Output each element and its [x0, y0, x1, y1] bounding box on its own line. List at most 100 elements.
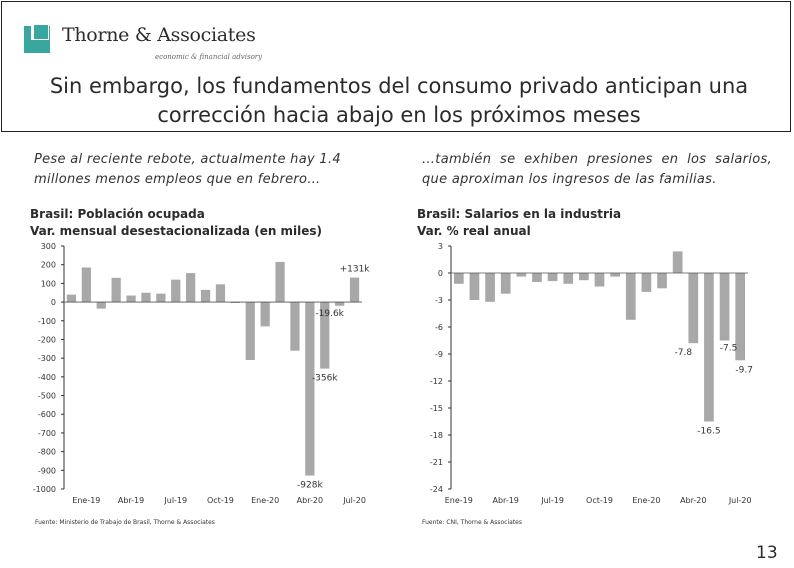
right-bar-jun-20: [719, 273, 730, 341]
left-chart-title-line2: Var. mensual desestacionalizada (en mile…: [30, 224, 323, 238]
left-data-label: -19.6k: [315, 309, 344, 319]
right-x-tick-label: Abr-19: [493, 496, 519, 505]
left-bar-ene-20: [260, 302, 270, 327]
left-bar-dic-18: [66, 294, 77, 303]
right-y-tick-label: -21: [430, 458, 443, 467]
right-chart-title: Brasil: Salarios en la industria Var. % …: [417, 206, 621, 240]
right-x-tick-label: Jul-20: [728, 496, 752, 505]
right-bar-ene-20: [641, 273, 652, 292]
left-y-tick-label: -400: [38, 373, 56, 382]
left-bar-oct-19: [215, 284, 226, 303]
left-y-tick-label: -300: [38, 354, 56, 363]
right-bar-may-20: [704, 273, 714, 422]
right-y-tick-label: -9: [435, 350, 443, 359]
left-y-tick-label: 0: [51, 298, 56, 307]
right-x-tick-label: Ene-20: [632, 496, 660, 505]
left-y-tick-label: -900: [38, 466, 56, 475]
left-x-tick-label: Oct-19: [207, 496, 234, 505]
left-bar-ene-19: [81, 267, 91, 303]
right-chart-title-line1: Brasil: Salarios en la industria: [417, 207, 622, 221]
right-data-label: -16.5: [697, 427, 720, 437]
left-y-tick-label: 300: [41, 242, 56, 251]
right-bar-jun-19: [532, 273, 542, 282]
left-bar-abr-19: [126, 295, 136, 303]
left-y-tick-label: -1000: [33, 485, 56, 494]
left-bar-nov-19: [230, 302, 240, 304]
page-title-line1: Sin embargo, los fundamentos del consumo…: [49, 74, 749, 98]
left-bar-feb-19: [96, 302, 106, 309]
left-bar-dic-19: [245, 302, 255, 361]
left-x-tick-label: Ene-19: [72, 496, 100, 505]
left-y-tick-label: -600: [38, 410, 56, 419]
right-bar-jul-20: [735, 273, 746, 361]
left-y-tick-label: 100: [41, 279, 56, 288]
left-x-tick-label: Abr-20: [297, 496, 323, 505]
right-bar-nov-19: [610, 273, 620, 277]
right-x-tick-label: Jul-19: [540, 496, 564, 505]
right-y-tick-label: -15: [430, 404, 443, 413]
right-bar-dic-19: [625, 273, 636, 320]
left-data-label: -928k: [297, 481, 323, 491]
right-data-label: -7.5: [720, 344, 738, 354]
company-logo-icon: [24, 22, 50, 53]
left-bar-abr-20: [305, 302, 315, 476]
right-bar-feb-19: [469, 273, 480, 300]
right-y-tick-label: -12: [430, 377, 443, 386]
header-frame: Thorne & Associates economic & financial…: [1, 1, 791, 132]
right-bar-mar-20: [672, 251, 683, 273]
right-data-label: -9.7: [735, 365, 753, 375]
right-bar-sep-19: [579, 273, 589, 281]
left-chart-title-line1: Brasil: Población ocupada: [30, 207, 205, 221]
right-bar-abr-20: [688, 273, 699, 344]
right-data-label: -7.8: [675, 348, 693, 358]
left-bar-jun-19: [156, 293, 166, 303]
right-y-tick-label: -3: [435, 296, 443, 305]
left-data-label: -356k: [312, 374, 338, 384]
left-data-label: +131k: [340, 265, 371, 275]
left-y-tick-label: 200: [41, 261, 56, 270]
left-x-tick-label: Ene-20: [251, 496, 279, 505]
right-bar-ago-19: [563, 273, 574, 284]
right-y-tick-label: -24: [430, 485, 443, 494]
right-note: …también se exhiben presiones en los sal…: [422, 152, 772, 187]
left-bar-feb-20: [275, 261, 285, 303]
left-y-tick-label: -100: [38, 317, 56, 326]
right-x-tick-label: Ene-19: [445, 496, 473, 505]
left-source: Fuente: Ministerio de Trabajo de Brasil,…: [35, 519, 215, 526]
left-bar-mar-20: [290, 302, 300, 351]
left-note: Pese al reciente rebote, actualmente hay…: [34, 152, 341, 187]
right-chart-title-line2: Var. % real anual: [417, 224, 531, 238]
right-y-tick-label: 0: [438, 269, 443, 278]
left-bar-jun-20: [335, 302, 345, 306]
page-title: Sin embargo, los fundamentos del consumo…: [2, 72, 794, 130]
right-y-tick-label: -18: [430, 431, 443, 440]
left-bar-may-20: [320, 302, 330, 369]
left-x-tick-label: Jul-20: [342, 496, 366, 505]
right-bar-abr-19: [500, 273, 511, 294]
right-source: Fuente: CNI, Thorne & Associates: [422, 519, 522, 526]
right-x-tick-label: Abr-20: [680, 496, 706, 505]
right-y-tick-label: -6: [435, 323, 443, 332]
company-name: Thorne & Associates: [62, 24, 256, 46]
right-bar-mar-19: [485, 273, 495, 302]
left-bar-jul-20: [349, 277, 360, 303]
left-bar-jul-19: [171, 279, 181, 303]
left-bar-mar-19: [111, 277, 121, 303]
right-y-tick-label: 3: [438, 242, 443, 251]
right-bar-oct-19: [594, 273, 605, 287]
left-bar-may-19: [141, 292, 151, 303]
right-bar-jul-19: [547, 273, 558, 282]
left-y-tick-label: -500: [38, 392, 56, 401]
left-x-tick-label: Jul-19: [163, 496, 187, 505]
right-bar-may-19: [516, 273, 527, 277]
left-bar-sep-19: [200, 289, 211, 303]
right-bar-ene-19: [453, 273, 464, 284]
left-chart: 300 200 100 0 -100 -200 -300 -400 -500 -600 -700 -8…: [33, 242, 371, 505]
right-bar-feb-20: [657, 273, 667, 289]
left-x-tick-label: Abr-19: [118, 496, 144, 505]
right-x-tick-label: Oct-19: [586, 496, 613, 505]
left-bar-ago-19: [186, 273, 196, 303]
left-y-tick-label: -200: [38, 335, 56, 344]
